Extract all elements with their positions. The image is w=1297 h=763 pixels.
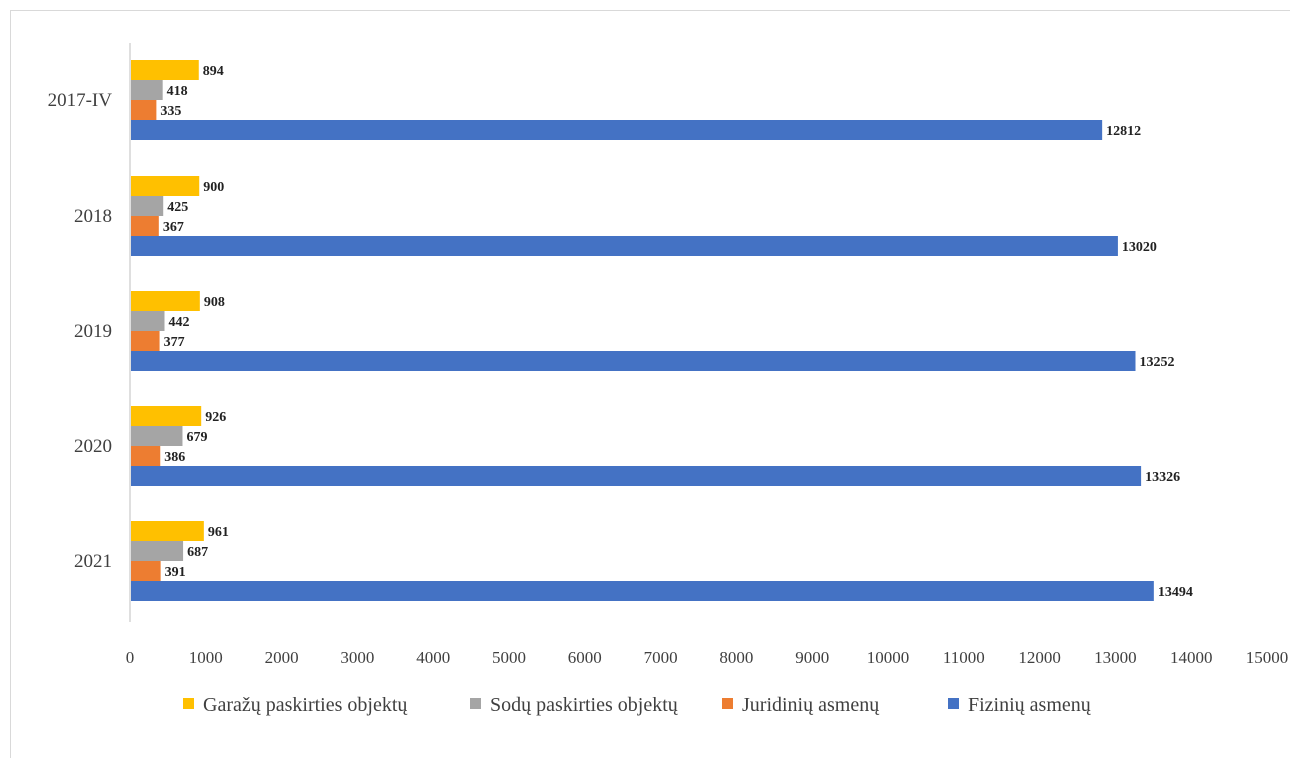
legend-swatch <box>183 698 194 709</box>
category-label: 2020 <box>74 436 112 457</box>
bar-2020-garažų-paskirties-objektų <box>131 406 202 426</box>
data-label: 13326 <box>1145 470 1180 485</box>
x-tick-label: 15000 <box>1246 648 1289 667</box>
data-label: 12812 <box>1106 124 1141 139</box>
x-tick-label: 6000 <box>568 648 602 667</box>
legend-item-label: Fizinių asmenų <box>968 694 1092 716</box>
bar-2019-fizinių-asmenų <box>131 351 1136 371</box>
data-label: 377 <box>164 335 185 350</box>
data-label: 687 <box>187 545 208 560</box>
category-label: 2019 <box>74 321 112 342</box>
bar-2021-sodų-paskirties-objektų <box>131 541 184 561</box>
x-tick-label: 11000 <box>943 648 985 667</box>
bar-2019-juridinių-asmenų <box>131 331 160 351</box>
x-tick-label: 2000 <box>265 648 299 667</box>
bar-2018-sodų-paskirties-objektų <box>131 196 164 216</box>
legend-swatch <box>722 698 733 709</box>
x-tick-label: 0 <box>126 648 135 667</box>
x-tick-label: 14000 <box>1170 648 1213 667</box>
bar-2020-fizinių-asmenų <box>131 466 1142 486</box>
data-label: 386 <box>164 450 185 465</box>
bar-2018-fizinių-asmenų <box>131 236 1118 256</box>
category-label: 2021 <box>74 551 112 572</box>
legend-item-label: Juridinių asmenų <box>742 694 880 716</box>
x-tick-label: 7000 <box>644 648 678 667</box>
x-tick-label: 4000 <box>416 648 450 667</box>
x-tick-label: 12000 <box>1018 648 1061 667</box>
x-tick-label: 5000 <box>492 648 526 667</box>
legend-swatch <box>470 698 481 709</box>
bar-2021-fizinių-asmenų <box>131 581 1154 601</box>
legend-item-label: Garažų paskirties objektų <box>203 694 408 716</box>
data-label: 13252 <box>1140 355 1175 370</box>
legend-item-label: Sodų paskirties objektų <box>490 694 679 716</box>
data-label: 418 <box>167 84 188 99</box>
data-label: 335 <box>160 104 181 119</box>
data-label: 367 <box>163 220 184 235</box>
bar-2017-IV-sodų-paskirties-objektų <box>131 80 163 100</box>
category-label: 2017-IV <box>48 90 113 111</box>
x-tick-label: 1000 <box>189 648 223 667</box>
data-label: 442 <box>169 315 190 330</box>
chart-frame <box>10 10 1290 758</box>
data-label: 679 <box>186 430 207 445</box>
bar-2020-juridinių-asmenų <box>131 446 161 466</box>
bar-2018-garažų-paskirties-objektų <box>131 176 200 196</box>
x-tick-label: 3000 <box>340 648 374 667</box>
bar-2019-sodų-paskirties-objektų <box>131 311 165 331</box>
data-label: 13494 <box>1158 585 1193 600</box>
data-label: 926 <box>205 410 226 425</box>
bar-2017-IV-fizinių-asmenų <box>131 120 1103 140</box>
data-label: 391 <box>165 565 186 580</box>
bar-2020-sodų-paskirties-objektų <box>131 426 183 446</box>
bar-2017-IV-juridinių-asmenų <box>131 100 157 120</box>
data-label: 13020 <box>1122 240 1157 255</box>
x-tick-label: 10000 <box>867 648 910 667</box>
bar-2019-garažų-paskirties-objektų <box>131 291 200 311</box>
data-label: 961 <box>208 525 229 540</box>
data-label: 900 <box>203 180 224 195</box>
x-tick-label: 8000 <box>719 648 753 667</box>
data-label: 894 <box>203 64 224 79</box>
data-label: 908 <box>204 295 225 310</box>
bar-2021-garažų-paskirties-objektų <box>131 521 204 541</box>
data-label: 425 <box>167 200 188 215</box>
bar-2018-juridinių-asmenų <box>131 216 159 236</box>
legend-swatch <box>948 698 959 709</box>
bar-2021-juridinių-asmenų <box>131 561 161 581</box>
x-tick-label: 9000 <box>795 648 829 667</box>
x-tick-label: 13000 <box>1094 648 1137 667</box>
bar-2017-IV-garažų-paskirties-objektų <box>131 60 199 80</box>
category-label: 2018 <box>74 206 112 227</box>
